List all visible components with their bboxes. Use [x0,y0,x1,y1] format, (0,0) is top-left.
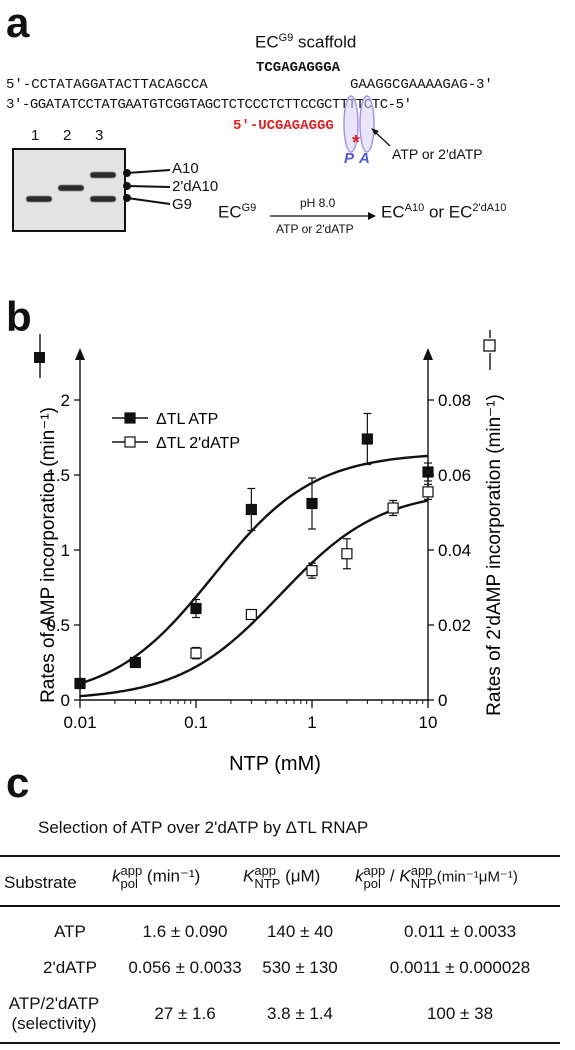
reaction-start: ECG9 [218,202,257,222]
a-site-ellipse [359,95,375,153]
data-point-series-0 [129,656,141,669]
table-rule-top [0,855,560,857]
gel-band-lane3-g9 [90,196,116,202]
template-bubble: TCGAGAGGGA [256,60,341,76]
site-p-label: P [344,150,355,167]
rna-strand: 5'-UCGAGAGGG [233,118,334,134]
y-left-tick-label: 1.5 [46,466,70,485]
y-left-tick-label: 0.5 [46,616,70,635]
y-left-tick-label: 0 [61,691,70,710]
data-point-series-1 [422,486,434,498]
legend-marker-0 [124,412,136,424]
band-label-a10: A10 [172,160,199,177]
y-left-tick-label: 1 [61,541,70,560]
nontemplate-strand-right: GAAGGCGAAAAGAG-3' [350,77,493,93]
y-right-tick-label: 0.02 [438,616,471,635]
legend-marker-1 [124,436,136,448]
data-point-series-1 [190,647,202,659]
y-axis-left-arrow [75,348,85,360]
row1-ratio: 0.011 ± 0.0033 [403,922,517,941]
gel-band-lane3-a10 [90,172,116,178]
row3-substrate: ATP/2'dATP [8,994,100,1013]
fit-curve-series-0 [79,454,429,685]
x-tick-label: 0.01 [63,713,96,732]
lane-number-3: 3 [95,127,104,144]
row1-kpol: 1.6 ± 0.090 [142,922,228,941]
y-left-tick-label: 2 [61,391,70,410]
row1-km: 140 ± 40 [266,922,334,941]
y-axis-label-right: Rates of 2'dAMP incorporation (min⁻¹) [484,394,505,716]
x-tick-label: 1 [307,713,316,732]
lane-number-2: 2 [63,127,72,144]
row2-kpol: 0.056 ± 0.0033 [128,958,242,977]
lane-number-1: 1 [31,127,40,144]
table-rule-mid [0,905,560,907]
right-axis-key-marker [483,339,496,352]
reaction-condition-top: pH 8.0 [300,196,336,210]
legend-label-0: ΔTL ATP [156,411,218,428]
site-a-label: A [359,150,370,167]
template-strand: 3'-GGATATCCTATGAATGTCGGTAGCTCTCCCTCTTCCG… [6,97,412,113]
band-label-g9: G9 [172,196,193,213]
reaction-arrow [270,212,376,220]
data-point-series-0 [245,503,257,516]
data-point-series-0 [422,466,434,478]
y-right-tick-label: 0.06 [438,466,471,485]
row2-substrate: 2'dATP [43,958,97,977]
data-point-series-0 [190,602,202,615]
active-site-asterisk: * [352,132,360,154]
data-point-series-1 [341,548,353,560]
data-point-series-0 [306,497,318,510]
y-right-tick-label: 0.04 [438,541,471,560]
nontemplate-strand-left: 5'-CCTATAGGATACTTACAGCCA [6,77,208,93]
panel-a-letter: a [6,0,30,46]
data-point-series-1 [306,565,318,577]
row1-substrate: ATP [54,922,86,941]
ntp-label: ATP or 2'dATP [392,146,483,162]
table-rule-bottom [0,1042,560,1044]
row2-ratio: 0.0011 ± 0.000028 [389,958,531,977]
gel-band-lane1-g9 [26,196,52,202]
reaction-condition-bottom: ATP or 2'dATP [276,222,354,236]
x-tick-label: 0.1 [184,713,208,732]
row3-substrate-note: (selectivity) [11,1014,97,1033]
data-point-series-0 [74,677,86,690]
y-right-tick-label: 0.08 [438,391,471,410]
band-pointers [123,169,171,205]
data-point-series-1 [387,502,399,514]
p-site-ellipse [343,95,359,153]
legend-label-1: ΔTL 2'dATP [156,435,240,452]
x-axis-label: NTP (mM) [229,753,321,775]
y-axis-right-arrow [423,348,433,360]
header-substrate: Substrate [4,873,77,892]
table-title: Selection of ATP over 2'dATP by ΔTL RNAP [38,818,369,837]
gel-image [12,148,126,232]
header-kpol: k app pol (min⁻¹) [112,863,201,891]
x-tick-label: 10 [419,713,438,732]
active-site-ellipses [343,95,391,153]
row2-km: 530 ± 130 [262,958,338,977]
row3-km: 3.8 ± 1.4 [266,1004,334,1023]
y-right-tick-label: 0 [438,691,447,710]
row3-kpol: 27 ± 1.6 [154,1004,216,1023]
reaction-products: ECA10 or EC2'dA10 [381,202,507,222]
panel-c-letter: c [6,759,30,806]
data-point-series-1 [245,608,257,621]
gel-band-lane2-2dA10 [58,185,84,191]
data-point-series-0 [361,433,373,445]
fit-curve-series-1 [79,499,429,698]
row3-ratio: 100 ± 38 [426,1004,494,1023]
panel-b-letter: b [6,293,32,340]
y-axis-label-left: Rates of AMP incorporation (min⁻¹) [38,407,59,703]
band-label-2dA10: 2'dA10 [172,178,219,195]
scaffold-title: ECG9 scaffold [255,32,357,52]
